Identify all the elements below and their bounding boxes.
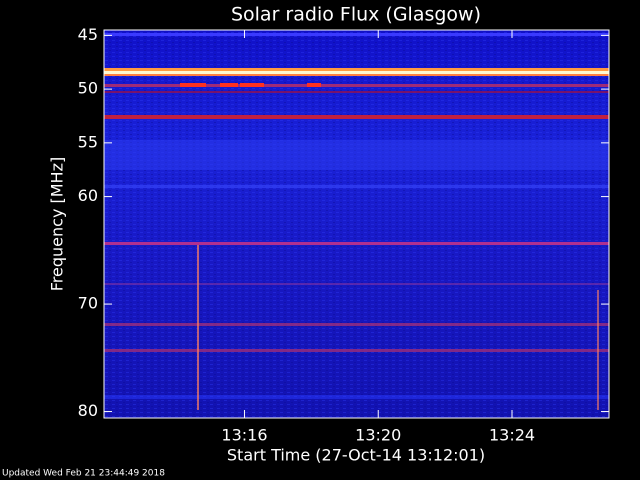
y-tick-label: 70 [78, 294, 98, 313]
y-tick-label: 50 [78, 79, 98, 98]
footer: Updated Wed Feb 21 23:44:49 2018 [2, 469, 165, 479]
x-axis-label: Start Time (27-Oct-14 13:12:01) [227, 446, 485, 465]
y-tick-label: 60 [78, 186, 98, 205]
chart-title: Solar radio Flux (Glasgow) [231, 4, 481, 26]
y-tick-label: 80 [78, 401, 98, 420]
x-tick-label: 13:16 [221, 426, 267, 445]
x-tick-label: 13:20 [355, 426, 401, 445]
y-tick-label: 55 [78, 132, 98, 151]
plot-frame [103, 29, 610, 419]
y-axis-label: Frequency [MHz] [48, 157, 67, 291]
y-tick-label: 45 [78, 25, 98, 44]
x-tick-label: 13:24 [489, 426, 535, 445]
spectrogram [104, 30, 609, 418]
